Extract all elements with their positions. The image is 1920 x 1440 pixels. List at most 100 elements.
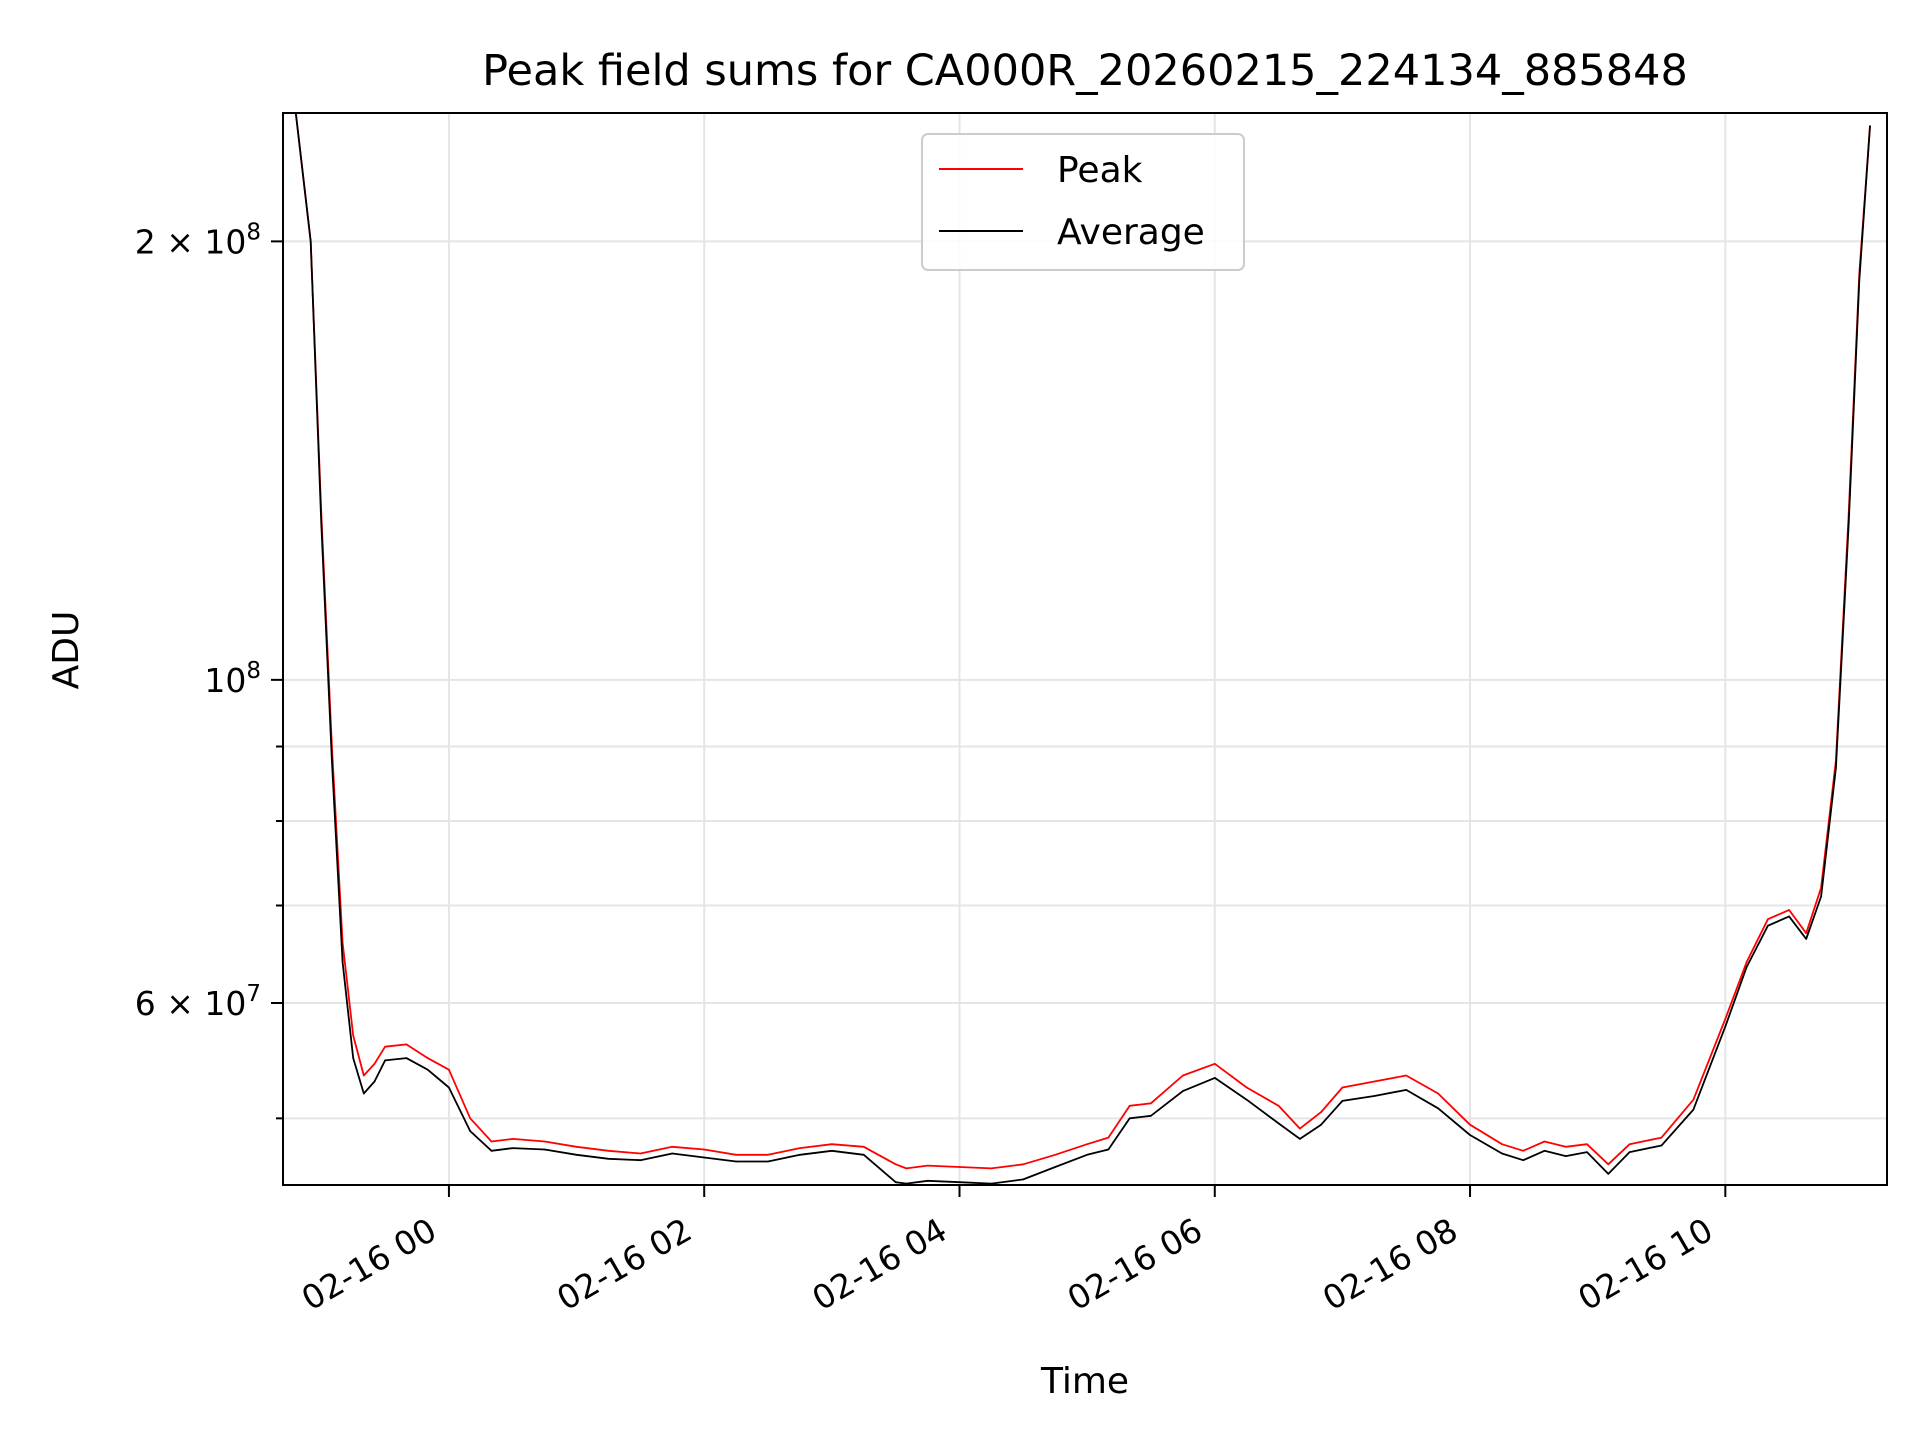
data-point-peak (1341, 1086, 1344, 1089)
data-point-peak (490, 1140, 493, 1143)
chart-title: Peak field sums for CA000R_20260215_2241… (482, 46, 1688, 96)
data-point-average (1607, 1173, 1610, 1175)
data-point-average (1788, 915, 1790, 918)
data-point-peak (607, 1149, 610, 1152)
data-point-average (575, 1154, 578, 1156)
data-point-peak (1628, 1143, 1631, 1145)
data-point-average (320, 522, 323, 525)
data-point-average (1320, 1123, 1322, 1126)
data-point-average (799, 1154, 801, 1156)
data-point-average (1501, 1152, 1503, 1155)
data-point-peak (1745, 961, 1748, 963)
data-point-peak (1522, 1149, 1525, 1152)
data-point-peak (862, 1146, 865, 1148)
legend: Peak Average (921, 133, 1245, 271)
data-point-peak (469, 1117, 472, 1120)
data-point-average (1820, 895, 1822, 898)
data-point-peak (1405, 1074, 1408, 1077)
data-point-average (1277, 1122, 1280, 1125)
y-tick-label: 108 (204, 658, 261, 700)
legend-label-peak: Peak (1057, 150, 1143, 191)
legend-label-average: Average (1057, 212, 1205, 253)
data-point-average (671, 1152, 674, 1155)
data-point-average (405, 1057, 408, 1059)
data-point-average (1745, 966, 1748, 968)
data-point-average (363, 1092, 365, 1095)
data-point-peak (894, 1163, 897, 1166)
data-point-peak (831, 1143, 833, 1145)
data-point-peak (1022, 1163, 1025, 1166)
data-point-peak (1607, 1163, 1610, 1166)
data-point-average (1869, 125, 1871, 127)
data-point-peak (1586, 1143, 1588, 1145)
data-point-peak (373, 1063, 376, 1065)
data-point-peak (1245, 1086, 1248, 1089)
data-point-average (1858, 279, 1861, 282)
data-point-average (1847, 522, 1850, 525)
data-point-average (1835, 767, 1837, 769)
data-point-average (958, 1181, 961, 1183)
data-point-peak (958, 1166, 961, 1168)
data-point-peak (1767, 918, 1769, 920)
data-point-peak (1277, 1105, 1280, 1107)
data-point-average (1128, 1117, 1131, 1120)
data-point-average (1692, 1108, 1695, 1111)
data-point-peak (735, 1154, 737, 1156)
data-point-average (469, 1130, 472, 1132)
data-point-average (767, 1160, 769, 1163)
data-point-peak (1182, 1074, 1184, 1077)
data-point-peak (767, 1154, 769, 1156)
data-point-peak (448, 1068, 450, 1071)
data-point-peak (1501, 1143, 1503, 1145)
data-point-peak (926, 1164, 929, 1167)
data-point-average (1245, 1098, 1248, 1101)
data-point-peak (703, 1148, 706, 1151)
data-point-average (990, 1182, 993, 1185)
data-point-average (1182, 1090, 1184, 1092)
data-point-average (331, 759, 333, 762)
data-point-average (1522, 1159, 1525, 1161)
data-point-average (862, 1154, 865, 1156)
y-axis-label: ADU (46, 611, 87, 690)
data-point-peak (1660, 1136, 1663, 1139)
data-point-average (1086, 1154, 1088, 1156)
data-point-average (373, 1080, 376, 1083)
data-point-average (639, 1159, 642, 1161)
data-point-average (1628, 1151, 1631, 1153)
data-point-peak (1128, 1105, 1131, 1107)
data-point-average (1054, 1166, 1057, 1168)
data-point-peak (1692, 1098, 1695, 1101)
data-point-average (511, 1147, 514, 1149)
data-point-average (607, 1158, 610, 1160)
data-point-average (1805, 938, 1807, 940)
data-point-average (1564, 1155, 1567, 1157)
data-point-peak (1564, 1146, 1567, 1148)
data-point-average (1724, 1025, 1727, 1028)
data-point-average (1405, 1089, 1408, 1091)
data-point-peak (799, 1147, 801, 1149)
data-point-peak (384, 1045, 386, 1048)
data-point-average (1469, 1134, 1471, 1136)
data-point-average (1150, 1115, 1152, 1117)
data-point-average (1767, 924, 1769, 927)
data-point-average (543, 1148, 546, 1151)
data-point-average (1341, 1100, 1344, 1102)
data-point-peak (1054, 1154, 1057, 1156)
data-point-average (1543, 1149, 1546, 1152)
data-point-peak (1543, 1140, 1546, 1143)
data-point-average (1437, 1107, 1439, 1110)
data-point-average (1213, 1077, 1216, 1079)
data-point-average (926, 1179, 929, 1182)
data-point-peak (1724, 1018, 1727, 1020)
data-point-peak (1805, 932, 1807, 935)
data-point-average (1373, 1095, 1376, 1097)
data-point-peak (363, 1074, 365, 1077)
grid-lines (283, 113, 1887, 1185)
data-point-average (352, 1057, 355, 1059)
x-axis-label: Time (1040, 1361, 1129, 1402)
data-point-peak (1437, 1092, 1439, 1095)
data-point-peak (1150, 1102, 1152, 1105)
data-point-average (448, 1086, 450, 1089)
y-tick-label: 6 × 107 (135, 981, 261, 1023)
